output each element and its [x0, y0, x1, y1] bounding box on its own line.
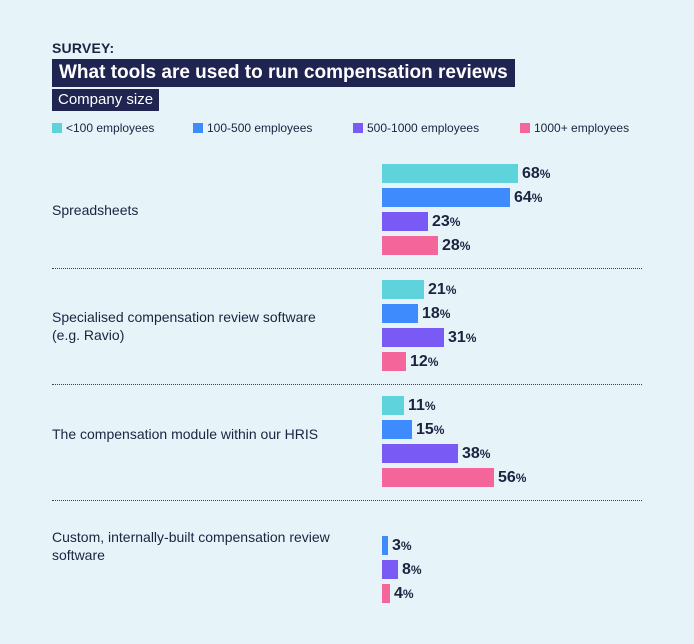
data-label: 11%: [408, 397, 436, 414]
category-label: Custom, internally-built compensation re…: [52, 529, 330, 563]
chart-title: What tools are used to run compensation …: [52, 59, 515, 87]
data-label: 56%: [498, 469, 527, 486]
bar: [382, 468, 494, 487]
category-label: The compensation module within our HRIS: [52, 426, 319, 442]
data-label: 12%: [410, 353, 439, 370]
data-label: 28%: [442, 237, 471, 254]
chart-subtitle: Company size: [52, 89, 160, 111]
bar: [382, 304, 418, 323]
legend-label: 100-500 employees: [207, 121, 313, 135]
data-label: 3%: [392, 537, 412, 554]
legend-label: <100 employees: [66, 121, 155, 135]
bar: [382, 188, 510, 207]
data-label: 68%: [522, 165, 551, 182]
bar: [382, 236, 438, 255]
data-label: 4%: [394, 585, 414, 602]
legend-item-under-100: <100 employees: [52, 120, 154, 136]
bar: [382, 164, 518, 183]
bar: [382, 396, 404, 415]
bar: [382, 420, 412, 439]
bar: [382, 280, 424, 299]
category-label: Specialised compensation review software…: [52, 309, 316, 343]
group-divider: [52, 500, 642, 501]
legend: <100 employees 100-500 employees 500-100…: [52, 120, 672, 136]
bar: [382, 536, 388, 555]
category-label: Spreadsheets: [52, 202, 139, 218]
data-label: 64%: [514, 189, 543, 206]
legend-swatch: [353, 123, 363, 133]
group-divider: [52, 384, 642, 385]
data-label: 31%: [448, 329, 477, 346]
chart-kicker: SURVEY:: [52, 40, 115, 56]
legend-label: 500-1000 employees: [367, 121, 480, 135]
data-label: 38%: [462, 445, 491, 462]
bar: [382, 352, 406, 371]
data-label: 21%: [428, 281, 457, 298]
group-divider: [52, 268, 642, 269]
legend-item-1000-plus: 1000+ employees: [520, 120, 629, 136]
legend-swatch: [520, 123, 530, 133]
legend-label: 1000+ employees: [534, 121, 630, 135]
legend-item-500-1000: 500-1000 employees: [353, 120, 479, 136]
bar: [382, 584, 390, 603]
bar: [382, 560, 398, 579]
data-label: 15%: [416, 421, 445, 438]
bar: [382, 328, 444, 347]
bar: [382, 212, 428, 231]
legend-swatch: [52, 123, 62, 133]
legend-swatch: [193, 123, 203, 133]
data-label: 18%: [422, 305, 451, 322]
data-label: 8%: [402, 561, 422, 578]
bar: [382, 444, 458, 463]
legend-item-100-500: 100-500 employees: [193, 120, 312, 136]
data-label: 23%: [432, 213, 461, 230]
